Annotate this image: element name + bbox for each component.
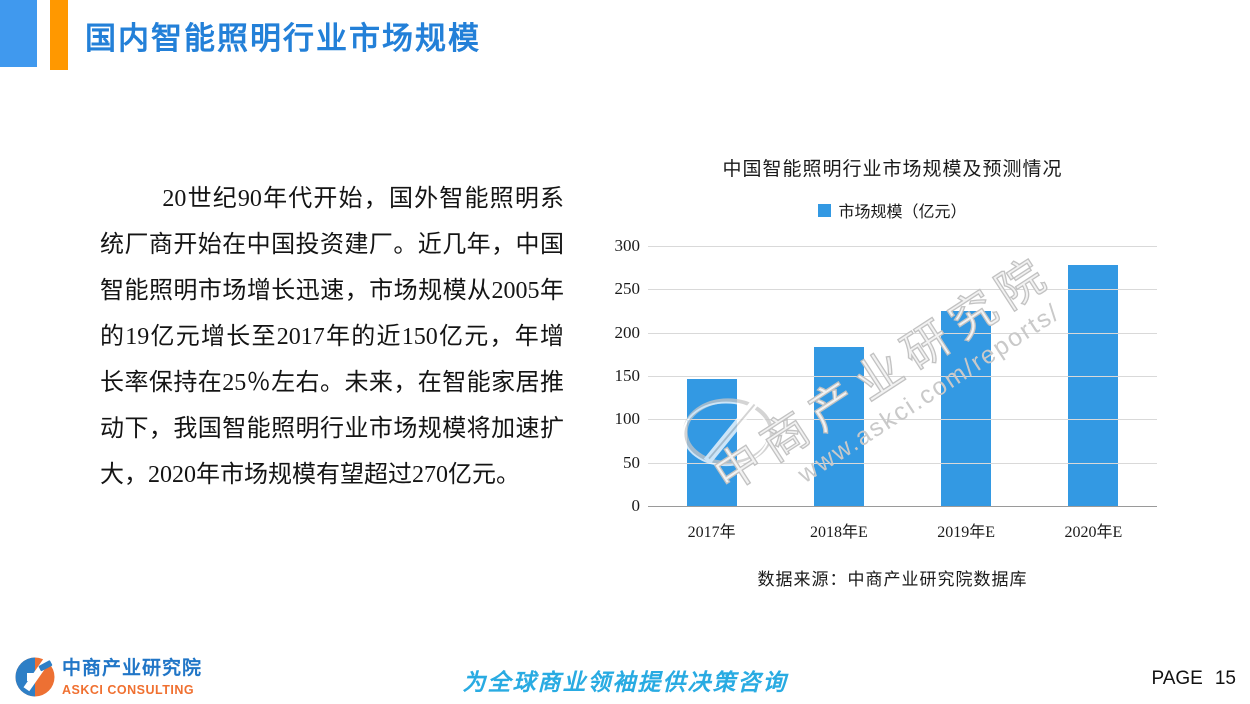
page-value: 15 (1214, 668, 1236, 689)
body-paragraph: 20世纪90年代开始，国外智能照明系统厂商开始在中国投资建厂。近几年，中国智能照… (100, 186, 564, 488)
page-title: 国内智能照明行业市场规模 (85, 21, 481, 56)
bar-2017年 (686, 378, 737, 506)
x-axis-line (648, 506, 1157, 507)
y-tick-label: 200 (614, 322, 641, 342)
gridline (648, 419, 1157, 421)
y-tick-label: 300 (614, 236, 641, 255)
y-axis-labels: 0 50 100 150 200 250 300 (600, 236, 641, 515)
x-tick-label: 2017年 (687, 524, 736, 541)
y-tick-label: 150 (614, 366, 641, 385)
bar-column (775, 246, 902, 506)
bar-column (903, 246, 1030, 506)
chart: 中国智能照明行业市场规模及预测情况 市场规模（亿元） 0 50 100 150 200 2… (605, 150, 1180, 600)
bar-column (1030, 246, 1157, 506)
bar-2018年E (813, 347, 864, 506)
x-tick-label: 2019年E (937, 524, 996, 541)
x-tick-label: 2018年E (809, 524, 868, 541)
y-tick-label: 100 (614, 409, 641, 429)
askci-logo-text: 中商产业研究院 ASKCI CONSULTING (62, 653, 202, 697)
page-number: PAGE 15 (1151, 668, 1236, 690)
y-tick-label: 250 (614, 279, 641, 299)
gridline (648, 376, 1157, 377)
legend-label: 市场规模（亿元） (838, 204, 967, 221)
bar-2019年E (941, 311, 992, 506)
x-tick-label: 2020年E (1064, 524, 1123, 541)
header-accent-bar (50, 0, 68, 70)
plot-area (648, 246, 1157, 507)
y-tick-label: 50 (623, 452, 640, 472)
askci-logo-icon (15, 654, 55, 697)
logo-name: 中商产业研究院 (62, 658, 203, 679)
page-label: PAGE (1151, 668, 1203, 689)
gridline (648, 462, 1157, 464)
logo-subtitle: ASKCI CONSULTING (62, 683, 195, 697)
gridline (648, 332, 1157, 334)
chart-title: 中国智能照明行业市场规模及预测情况 (722, 159, 1063, 180)
data-source-note: 数据来源：中商产业研究院数据库 (757, 570, 1028, 589)
x-axis-labels: 2017年 2018年E 2019年E 2020年E (648, 518, 1157, 542)
footer-slogan: 为全球商业领袖提供决策咨询 (462, 669, 788, 696)
legend-swatch-icon (818, 203, 832, 217)
gridline (648, 246, 1157, 247)
y-tick-label: 0 (631, 496, 641, 515)
gridline (648, 289, 1157, 291)
chart-legend: 市场规模（亿元） (605, 198, 1180, 222)
bar-2020年E (1068, 265, 1119, 506)
header-accent-square (0, 0, 37, 67)
